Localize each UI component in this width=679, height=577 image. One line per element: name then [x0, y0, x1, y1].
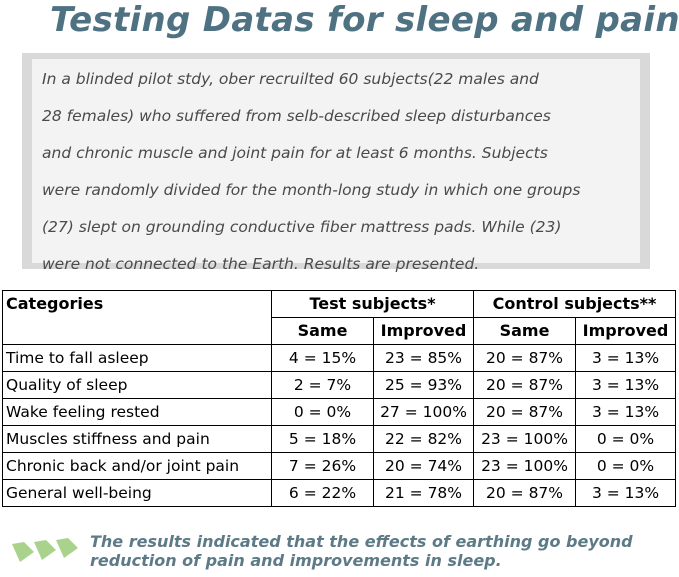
- cell-value: 23 = 100%: [473, 452, 577, 480]
- intro-line: and chronic muscle and joint pain for at…: [42, 144, 548, 162]
- cell-value: 27 = 100%: [372, 398, 475, 426]
- cell-value: 20 = 87%: [473, 344, 577, 372]
- cell-value: 3 = 13%: [575, 371, 677, 399]
- test-same-header: Same: [271, 317, 374, 345]
- cell-value: 21 = 78%: [372, 479, 475, 507]
- footer-text: The results indicated that the effects o…: [90, 532, 670, 570]
- intro-line: were not connected to the Earth. Results…: [42, 255, 480, 273]
- cell-value: 0 = 0%: [575, 452, 677, 480]
- cell-value: 20 = 87%: [473, 398, 577, 426]
- cell-value: 20 = 87%: [473, 479, 577, 507]
- intro-panel: In a blinded pilot stdy, ober recruilted…: [32, 59, 640, 273]
- cell-value: 7 = 26%: [271, 452, 374, 480]
- cell-value: 20 = 74%: [372, 452, 475, 480]
- cell-value: 3 = 13%: [575, 398, 677, 426]
- cell-value: 4 = 15%: [271, 344, 374, 372]
- intro-line: 28 females) who suffered from selb-descr…: [42, 107, 551, 125]
- row-category: Quality of sleep: [2, 371, 272, 399]
- table-row: General well-being 6 = 22% 21 = 78% 20 =…: [2, 479, 677, 507]
- control-improved-header: Improved: [575, 317, 677, 345]
- cell-value: 20 = 87%: [473, 371, 577, 399]
- intro-line: (27) slept on grounding conductive fiber…: [42, 218, 562, 236]
- table-header-row: Categories Test subjects* Control subjec…: [2, 290, 677, 345]
- intro-box: In a blinded pilot stdy, ober recruilted…: [22, 53, 650, 273]
- cell-value: 22 = 82%: [372, 425, 475, 453]
- cell-value: 23 = 100%: [473, 425, 577, 453]
- cell-value: 2 = 7%: [271, 371, 374, 399]
- cell-value: 0 = 0%: [271, 398, 374, 426]
- footer-note: The results indicated that the effects o…: [8, 530, 668, 574]
- footer-line: reduction of pain and improvements in sl…: [90, 551, 502, 570]
- table-subheader-row: Same Improved Same Improved: [3, 317, 677, 345]
- cell-value: 25 = 93%: [372, 371, 475, 399]
- page-title: Testing Datas for sleep and pain: [50, 0, 679, 40]
- results-table: Categories Test subjects* Control subjec…: [2, 290, 677, 507]
- intro-line: In a blinded pilot stdy, ober recruilted…: [42, 70, 539, 88]
- row-category: Chronic back and/or joint pain: [2, 452, 272, 480]
- cell-value: 3 = 13%: [575, 344, 677, 372]
- row-category: Time to fall asleep: [2, 344, 272, 372]
- table-row: Muscles stiffness and pain 5 = 18% 22 = …: [2, 425, 677, 453]
- intro-paragraph: In a blinded pilot stdy, ober recruilted…: [42, 61, 640, 283]
- table-row: Time to fall asleep 4 = 15% 23 = 85% 20 …: [2, 344, 677, 372]
- row-category: Wake feeling rested: [2, 398, 272, 426]
- cell-value: 0 = 0%: [575, 425, 677, 453]
- test-improved-header: Improved: [372, 317, 475, 345]
- footer-line: The results indicated that the effects o…: [90, 532, 633, 551]
- table-row: Chronic back and/or joint pain 7 = 26% 2…: [2, 452, 677, 480]
- categories-header: Categories: [2, 290, 272, 345]
- control-subjects-header: Control subjects**: [473, 290, 677, 318]
- intro-line: were randomly divided for the month-long…: [42, 181, 581, 199]
- control-same-header: Same: [473, 317, 577, 345]
- triple-chevron-arrows-icon: [12, 538, 78, 562]
- table-row: Quality of sleep 2 = 7% 25 = 93% 20 = 87…: [2, 371, 677, 399]
- cell-value: 6 = 22%: [271, 479, 374, 507]
- cell-value: 23 = 85%: [372, 344, 475, 372]
- cell-value: 3 = 13%: [575, 479, 677, 507]
- test-subjects-header: Test subjects*: [270, 290, 475, 318]
- row-category: General well-being: [2, 479, 272, 507]
- row-category: Muscles stiffness and pain: [2, 425, 272, 453]
- table-row: Wake feeling rested 0 = 0% 27 = 100% 20 …: [2, 398, 677, 426]
- cell-value: 5 = 18%: [271, 425, 374, 453]
